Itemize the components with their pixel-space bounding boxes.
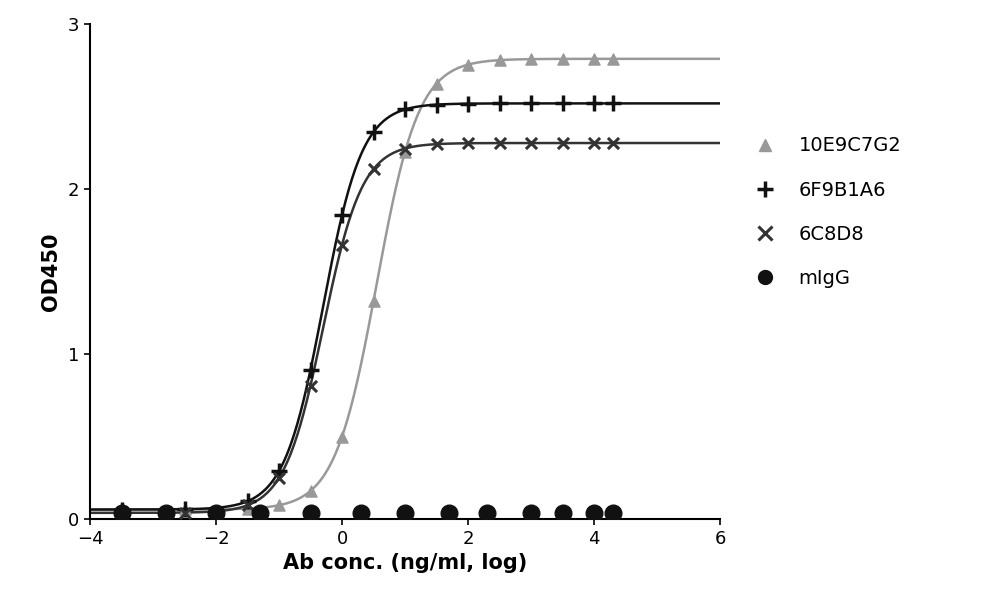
Point [428, 79, 444, 88]
Point [586, 138, 602, 148]
Point [240, 501, 256, 510]
Point [302, 486, 318, 496]
Point [240, 504, 256, 513]
Point [397, 147, 413, 156]
Point [605, 54, 621, 63]
Point [302, 381, 318, 390]
Point [208, 508, 224, 518]
Point [492, 56, 507, 65]
Point [271, 500, 287, 510]
Point [176, 508, 192, 518]
Point [397, 508, 413, 518]
Legend: 10E9C7G2, 6F9B1A6, 6C8D8, mIgG: 10E9C7G2, 6F9B1A6, 6C8D8, mIgG [742, 129, 909, 296]
Point [492, 138, 507, 148]
Point [302, 508, 318, 518]
Point [271, 473, 287, 483]
Point [460, 138, 476, 148]
X-axis label: Ab conc. (ng/ml, log): Ab conc. (ng/ml, log) [283, 553, 527, 573]
Point [366, 164, 382, 174]
Point [523, 54, 539, 64]
Point [428, 140, 444, 149]
Point [334, 240, 350, 249]
Point [605, 508, 621, 518]
Point [554, 508, 570, 518]
Point [158, 508, 174, 518]
Point [586, 508, 602, 518]
Point [113, 505, 130, 515]
Point [397, 144, 413, 153]
Point [334, 432, 350, 442]
Point [353, 508, 369, 518]
Point [479, 508, 495, 518]
Point [523, 508, 539, 518]
Point [113, 508, 130, 518]
Point [252, 508, 268, 518]
Point [605, 138, 621, 148]
Y-axis label: OD450: OD450 [41, 233, 61, 311]
Point [523, 138, 539, 148]
Point [554, 138, 570, 148]
Point [113, 508, 130, 518]
Point [586, 54, 602, 63]
Point [460, 60, 476, 69]
Point [554, 54, 570, 64]
Point [176, 505, 192, 515]
Point [366, 296, 382, 306]
Point [441, 508, 457, 518]
